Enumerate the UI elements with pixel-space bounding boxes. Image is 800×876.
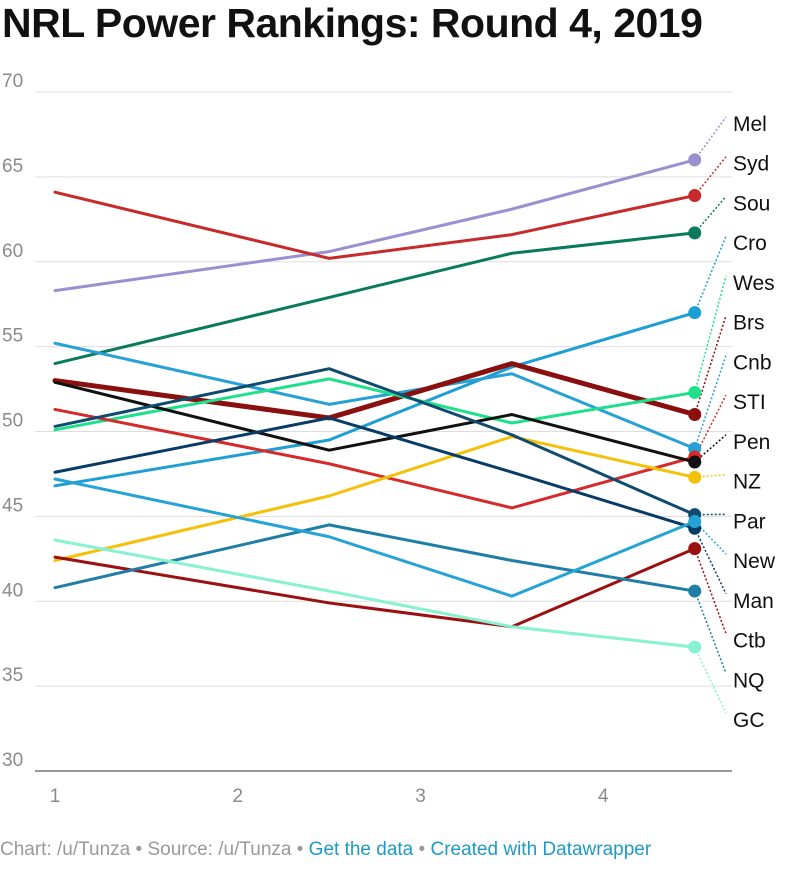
series-line-par [53, 367, 697, 517]
label-connector [694, 195, 727, 234]
label-connector [694, 355, 727, 449]
series-label-sou: Sou [733, 192, 770, 215]
label-connector [694, 434, 727, 463]
series-end-dot-mel [688, 153, 702, 167]
chart-title: NRL Power Rankings: Round 4, 2019 [2, 0, 703, 46]
series-label-cnb: Cnb [733, 351, 772, 374]
label-connector [694, 527, 727, 595]
series-label-pen: Pen [733, 431, 770, 454]
x-tick-label: 2 [232, 786, 243, 807]
series-line-pen [53, 380, 697, 464]
series-line-sou [53, 231, 697, 366]
grid-lines [35, 91, 732, 772]
label-connector [694, 548, 727, 634]
series-end-dot-nz [688, 470, 702, 484]
x-tick-label: 1 [50, 786, 61, 807]
y-tick-label: 70 [2, 71, 23, 92]
label-connector [694, 520, 727, 555]
series-end-dot-cro [688, 306, 702, 320]
x-tick-label: 4 [598, 786, 609, 807]
footer-separator: • [130, 839, 148, 860]
series-line-cro [53, 311, 697, 488]
series-line-nq [53, 523, 697, 593]
footer-chart-credit: Chart: /u/Tunza [0, 839, 131, 860]
series-end-dot-nq [688, 584, 702, 598]
label-connectors [693, 116, 727, 714]
series-end-dot-gc [688, 640, 702, 654]
label-connector [694, 116, 727, 161]
series-label-new: New [733, 550, 776, 573]
series-label-sti: STI [733, 391, 766, 414]
series-label-man: Man [733, 590, 774, 613]
series-line-sti [53, 407, 697, 510]
y-tick-label: 65 [2, 156, 23, 177]
series-label-par: Par [733, 510, 766, 533]
label-connector [694, 590, 727, 674]
footer-source: Source: /u/Tunza [147, 839, 292, 860]
y-tick-label: 35 [2, 665, 23, 686]
series-line-man [53, 416, 697, 530]
series-end-markers [688, 153, 702, 654]
series-line-gc [53, 538, 697, 649]
series-label-nz: NZ [733, 471, 761, 494]
series-line-nz [53, 435, 697, 563]
series-line-mel [53, 158, 697, 293]
series-label-mel: Mel [733, 113, 767, 136]
series-end-dot-ctb [688, 542, 702, 556]
datawrapper-link[interactable]: Created with Datawrapper [430, 839, 652, 860]
series-end-dot-brs [688, 408, 702, 422]
label-connector [694, 646, 727, 714]
x-tick-label: 3 [415, 786, 426, 807]
series-label-syd: Syd [733, 153, 769, 176]
y-tick-label: 60 [2, 241, 23, 262]
series-end-dot-new [688, 514, 702, 528]
label-connector [694, 315, 727, 415]
series-label-wes: Wes [733, 272, 775, 295]
series-label-ctb: Ctb [733, 630, 766, 653]
series-end-dot-pen [688, 455, 702, 469]
series-end-dot-sou [688, 226, 702, 240]
label-connector [694, 394, 727, 458]
series-label-cro: Cro [733, 232, 767, 255]
series-lines [52, 158, 698, 649]
y-tick-label: 50 [2, 411, 23, 432]
get-data-link[interactable]: Get the data [308, 839, 414, 860]
series-line-ctb [53, 547, 697, 629]
series-labels: Mel Syd Sou Cro Cnb Brs Wes STI Pen NZ Par Ctb NQ Man… [733, 113, 776, 732]
series-end-dot-wes [688, 385, 702, 399]
series-line-syd [53, 190, 697, 260]
series-label-brs: Brs [733, 312, 765, 335]
label-connector [694, 235, 727, 313]
series-label-nq: NQ [733, 669, 765, 692]
chart-footer: Chart: /u/Tunza • Source: /u/Tunza • Get… [0, 839, 651, 861]
x-axis: 1 2 3 4 [50, 786, 609, 807]
y-axis: 30 35 40 45 50 55 60 65 70 [2, 71, 23, 771]
y-tick-label: 30 [2, 750, 23, 771]
y-tick-label: 40 [2, 580, 23, 601]
line-chart: 30 35 40 45 50 55 60 65 70 1 2 3 4 Mel Syd Sou Cro Cnb B… [2, 71, 776, 807]
series-line-new [53, 477, 697, 598]
y-tick-label: 55 [2, 326, 23, 347]
y-tick-label: 45 [2, 495, 23, 516]
series-label-gc: GC [733, 709, 765, 732]
footer-separator: • [413, 839, 431, 860]
series-line-brs [52, 361, 698, 421]
series-end-dot-syd [688, 189, 702, 203]
footer-separator: • [291, 839, 309, 860]
label-connector [694, 156, 727, 197]
label-connector [693, 275, 727, 393]
